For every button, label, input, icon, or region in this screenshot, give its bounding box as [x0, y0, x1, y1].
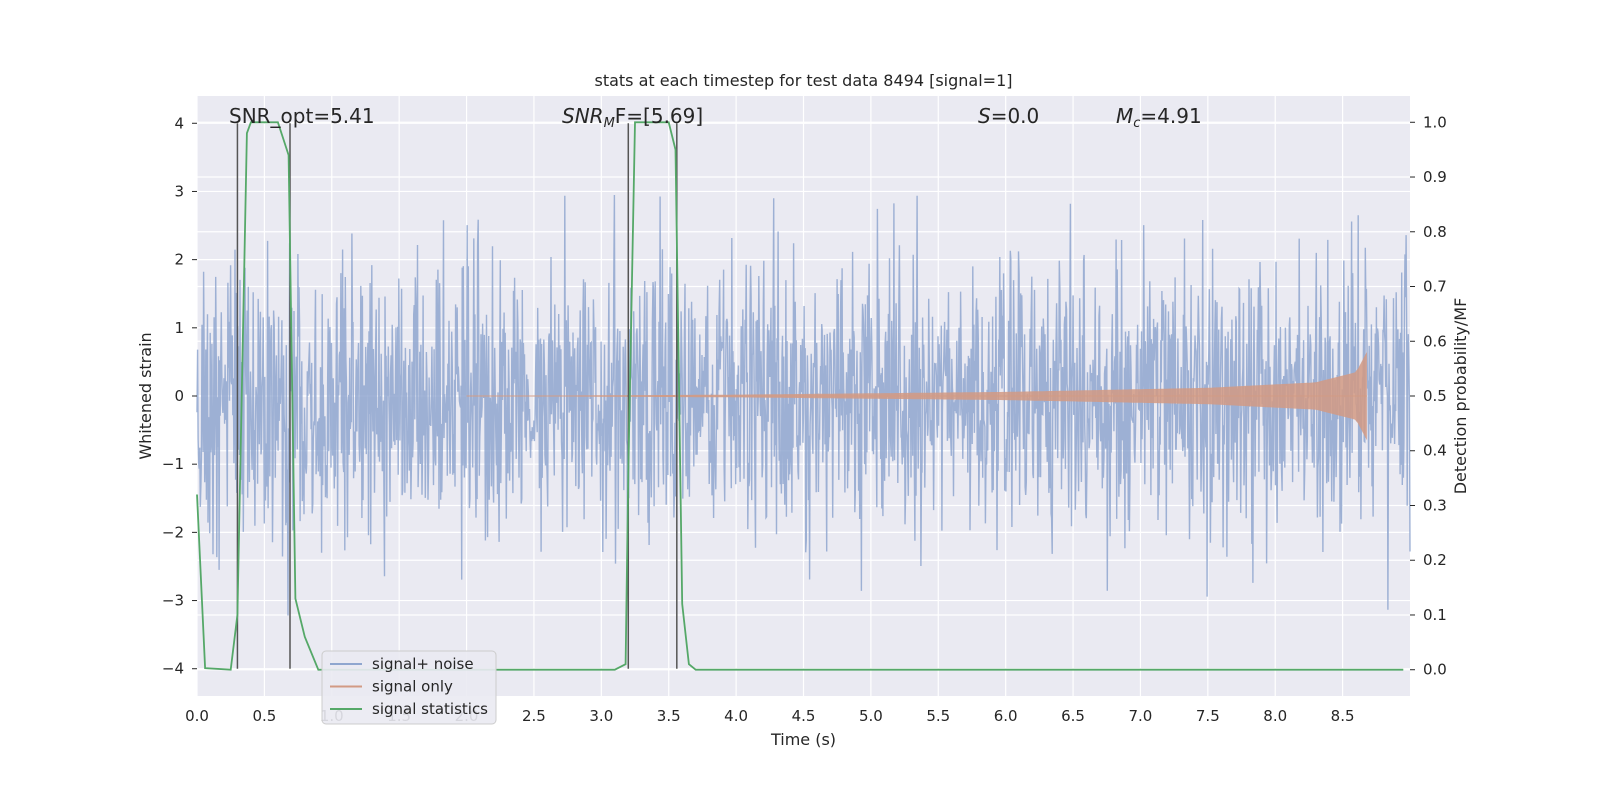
annotation-snr-mf: SNRMF=[5.69]	[562, 104, 703, 131]
annotation-mc-symbol: M	[1116, 104, 1133, 128]
signal-statistics-series	[196, 121, 1404, 671]
y2-tick-label: 0.3	[1423, 496, 1447, 514]
annotation-mc: Mc=4.91	[1116, 104, 1202, 131]
y2-tick-label: 0.0	[1423, 661, 1447, 679]
x-tick-label: 7.5	[1196, 707, 1220, 725]
y-tick-label: −1	[162, 455, 184, 473]
x-axis-label: Time (s)	[770, 730, 836, 749]
legend-label-signal-statistics: signal statistics	[372, 700, 488, 718]
y2-tick-label: 0.2	[1423, 551, 1447, 569]
x-tick-label: 0.5	[252, 707, 276, 725]
y2-tick-label: 1.0	[1423, 113, 1447, 131]
y-tick-label: 0	[174, 387, 184, 405]
x-tick-label: 3.5	[657, 707, 681, 725]
y2-tick-label: 0.4	[1423, 442, 1447, 460]
y2-tick-label: 0.1	[1423, 606, 1447, 624]
x-tick-label: 3.0	[589, 707, 613, 725]
x-tick-label: 4.0	[724, 707, 748, 725]
legend-box	[321, 650, 497, 725]
signal-statistics-line	[196, 121, 1404, 671]
y2-tick-label: 0.7	[1423, 278, 1447, 296]
legend-label-signal-noise: signal+ noise	[372, 655, 474, 673]
x-tick-label: 6.0	[994, 707, 1018, 725]
signal-only-series	[466, 351, 1367, 441]
annotation-mc-subscript: c	[1133, 116, 1140, 131]
annotation-snr-mf-value: F=[5.69]	[615, 104, 703, 128]
x-tick-label: 0.0	[185, 707, 209, 725]
y-axis-label: Whitened strain	[136, 332, 155, 459]
legend: signal+ noise signal only signal statist…	[321, 650, 497, 725]
y-tick-label: 2	[174, 251, 184, 269]
x-tick-label: 5.5	[926, 707, 950, 725]
x-tick-label: 7.0	[1129, 707, 1153, 725]
annotation-snr-mf-symbol: SNR	[562, 104, 604, 128]
x-tick-label: 6.5	[1061, 707, 1085, 725]
signal-noise-series	[196, 194, 1411, 616]
x-tick-label: 8.0	[1263, 707, 1287, 725]
y2-tick-label: 0.6	[1423, 332, 1447, 350]
y-tick-label: 1	[174, 319, 184, 337]
y2-tick-label: 0.9	[1423, 168, 1447, 186]
y2-tick-label: 0.8	[1423, 223, 1447, 241]
y-tick-label: 4	[174, 114, 184, 132]
y-tick-label: −2	[162, 523, 184, 541]
tick-labels: 0.00.51.01.52.02.53.03.54.04.55.05.56.06…	[162, 113, 1447, 725]
x-tick-label: 5.0	[859, 707, 883, 725]
y2-axis-label: Detection probability/MF	[1451, 298, 1470, 495]
y-tick-label: −4	[162, 660, 184, 678]
annotation-mc-value: =4.91	[1140, 104, 1201, 128]
annotation-snr-mf-subscript: M	[604, 116, 615, 131]
y-tick-label: −3	[162, 592, 184, 610]
annotation-s-value: =0.0	[991, 104, 1040, 128]
annotation-snr-opt: SNR_opt=5.41	[229, 104, 375, 128]
legend-label-signal-only: signal only	[372, 678, 453, 696]
annotation-s: S=0.0	[978, 104, 1039, 128]
chart-title: stats at each timestep for test data 849…	[594, 71, 1012, 90]
y2-tick-label: 0.5	[1423, 387, 1447, 405]
y-tick-label: 3	[174, 182, 184, 200]
signal-noise-line	[196, 194, 1411, 616]
x-tick-label: 8.5	[1331, 707, 1355, 725]
x-tick-label: 2.5	[522, 707, 546, 725]
x-tick-label: 4.5	[792, 707, 816, 725]
annotation-s-symbol: S	[978, 104, 991, 128]
